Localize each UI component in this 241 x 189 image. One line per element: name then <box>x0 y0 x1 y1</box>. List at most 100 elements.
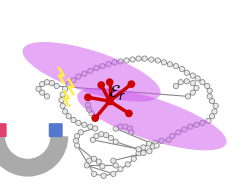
Circle shape <box>185 94 191 99</box>
Circle shape <box>60 92 65 97</box>
FancyBboxPatch shape <box>0 123 7 137</box>
Ellipse shape <box>77 88 227 150</box>
Circle shape <box>190 73 195 78</box>
Circle shape <box>44 94 50 99</box>
Circle shape <box>105 97 114 105</box>
Circle shape <box>209 98 215 104</box>
Circle shape <box>118 59 123 64</box>
Circle shape <box>100 164 105 169</box>
Circle shape <box>195 76 200 81</box>
Circle shape <box>209 114 215 119</box>
Circle shape <box>154 143 159 148</box>
Circle shape <box>212 109 217 114</box>
Circle shape <box>78 130 83 135</box>
Circle shape <box>101 173 106 178</box>
Circle shape <box>129 130 134 135</box>
Circle shape <box>49 81 54 86</box>
Circle shape <box>184 79 189 84</box>
Circle shape <box>213 103 218 108</box>
Circle shape <box>190 90 195 95</box>
Circle shape <box>147 149 152 154</box>
Circle shape <box>146 141 152 146</box>
Circle shape <box>54 83 59 89</box>
Circle shape <box>200 80 205 85</box>
Circle shape <box>113 139 118 144</box>
Circle shape <box>66 114 71 119</box>
Circle shape <box>93 126 98 131</box>
Circle shape <box>159 138 164 143</box>
Circle shape <box>100 64 105 69</box>
Circle shape <box>155 58 161 63</box>
Circle shape <box>103 132 109 138</box>
Circle shape <box>118 167 123 172</box>
Circle shape <box>106 78 114 86</box>
Circle shape <box>150 144 156 149</box>
Circle shape <box>194 85 199 91</box>
Circle shape <box>60 103 65 108</box>
Circle shape <box>87 158 92 163</box>
Circle shape <box>124 58 129 63</box>
Circle shape <box>73 138 79 143</box>
Circle shape <box>125 110 133 117</box>
Circle shape <box>97 81 105 89</box>
Circle shape <box>127 80 135 88</box>
Circle shape <box>149 57 154 62</box>
Circle shape <box>179 66 185 72</box>
Circle shape <box>74 143 80 148</box>
Circle shape <box>142 56 147 61</box>
Circle shape <box>74 133 80 139</box>
Circle shape <box>153 140 158 145</box>
Circle shape <box>207 94 212 99</box>
Circle shape <box>84 163 89 168</box>
Circle shape <box>44 80 50 85</box>
Circle shape <box>71 117 76 123</box>
Circle shape <box>141 150 146 156</box>
Circle shape <box>173 64 179 69</box>
Circle shape <box>166 137 171 143</box>
Circle shape <box>91 156 97 161</box>
Circle shape <box>113 126 118 131</box>
Circle shape <box>76 74 81 79</box>
Circle shape <box>111 171 116 177</box>
Circle shape <box>112 60 117 65</box>
Circle shape <box>89 111 94 116</box>
Circle shape <box>99 132 104 137</box>
Circle shape <box>167 62 173 67</box>
Circle shape <box>136 150 141 156</box>
Circle shape <box>206 118 211 124</box>
Circle shape <box>91 114 99 122</box>
Ellipse shape <box>22 42 161 102</box>
Circle shape <box>194 122 199 127</box>
Circle shape <box>76 120 81 125</box>
Circle shape <box>96 159 101 164</box>
Circle shape <box>170 133 175 139</box>
Circle shape <box>136 147 141 152</box>
Circle shape <box>205 83 210 89</box>
Circle shape <box>131 156 136 161</box>
Circle shape <box>59 98 64 103</box>
Circle shape <box>161 60 167 65</box>
FancyBboxPatch shape <box>49 123 63 137</box>
Circle shape <box>36 86 41 91</box>
Circle shape <box>94 65 99 71</box>
Circle shape <box>182 127 187 132</box>
Circle shape <box>90 137 95 143</box>
Circle shape <box>40 90 45 95</box>
Circle shape <box>88 68 93 74</box>
Circle shape <box>190 81 195 86</box>
Circle shape <box>136 56 141 61</box>
Circle shape <box>123 124 128 129</box>
Circle shape <box>88 124 93 129</box>
Circle shape <box>113 163 118 168</box>
Circle shape <box>82 122 87 127</box>
Text: $\mathcal{E}_r$: $\mathcal{E}_r$ <box>108 83 126 102</box>
Circle shape <box>94 133 99 139</box>
Circle shape <box>62 86 68 91</box>
Circle shape <box>127 126 133 131</box>
Circle shape <box>87 107 92 112</box>
Circle shape <box>82 71 87 76</box>
Circle shape <box>188 124 193 129</box>
Circle shape <box>173 83 179 89</box>
Circle shape <box>84 94 92 101</box>
Circle shape <box>91 171 97 177</box>
